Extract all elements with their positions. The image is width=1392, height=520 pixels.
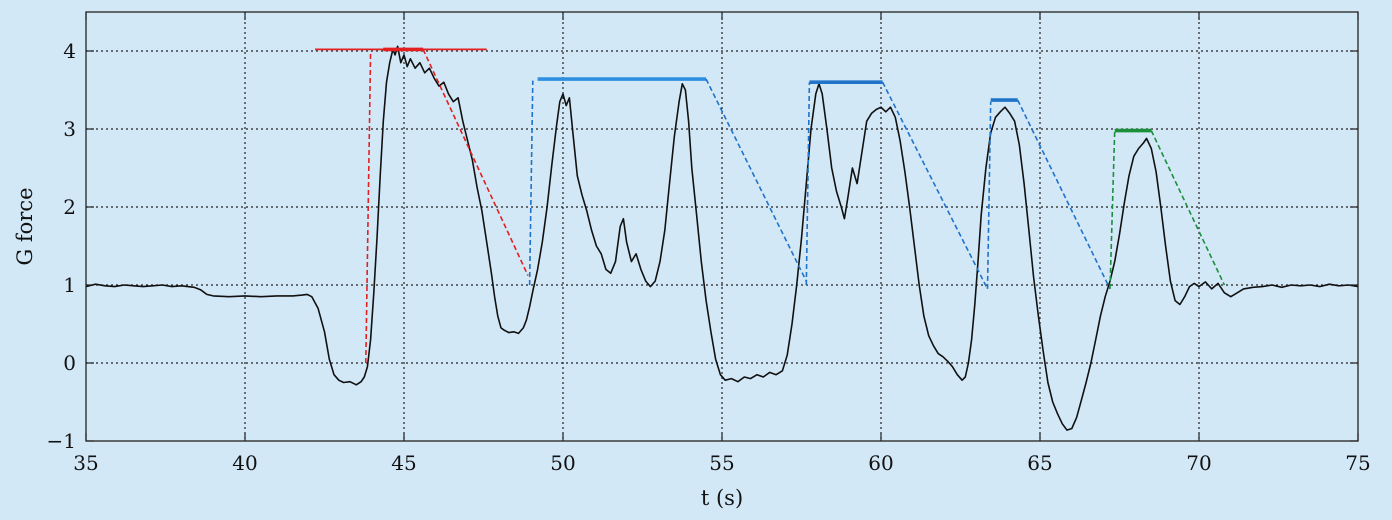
y-axis-label: G force [13, 187, 37, 265]
y-tick-label: 4 [63, 39, 76, 63]
red-dashed-line [365, 50, 372, 364]
blue-dashed-line [881, 81, 989, 290]
x-tick-label: 70 [1186, 451, 1211, 475]
y-tick-label: 1 [63, 273, 76, 297]
blue-dashed-line [1016, 99, 1111, 290]
axis-ticks: 35 40 45 50 55 60 65 70 75 −1 0 1 2 3 4 [47, 12, 1371, 475]
y-tick-label: 3 [63, 117, 76, 141]
x-tick-label: 35 [73, 451, 98, 475]
green-dashed-line [1150, 130, 1226, 286]
blue-dashed-line [528, 80, 534, 286]
x-axis-label: t (s) [701, 486, 743, 510]
green-dashed-line [1109, 130, 1116, 289]
x-tick-label: 65 [1027, 451, 1052, 475]
plot-lines [85, 45, 1359, 431]
x-tick-label: 55 [709, 451, 734, 475]
x-tick-label: 75 [1345, 451, 1370, 475]
blue-dashed-line [805, 82, 811, 286]
x-tick-label: 50 [550, 451, 575, 475]
blue-dashed-line [986, 101, 992, 289]
x-tick-label: 60 [868, 451, 893, 475]
y-tick-label: −1 [47, 429, 76, 453]
blue-dashed-line [705, 78, 808, 282]
y-tick-label: 2 [63, 195, 76, 219]
x-tick-label: 45 [391, 451, 416, 475]
x-tick-label: 40 [232, 451, 257, 475]
measured-g-force-line [85, 45, 1359, 431]
red-dashed-line [422, 49, 529, 276]
y-tick-label: 0 [63, 351, 76, 375]
